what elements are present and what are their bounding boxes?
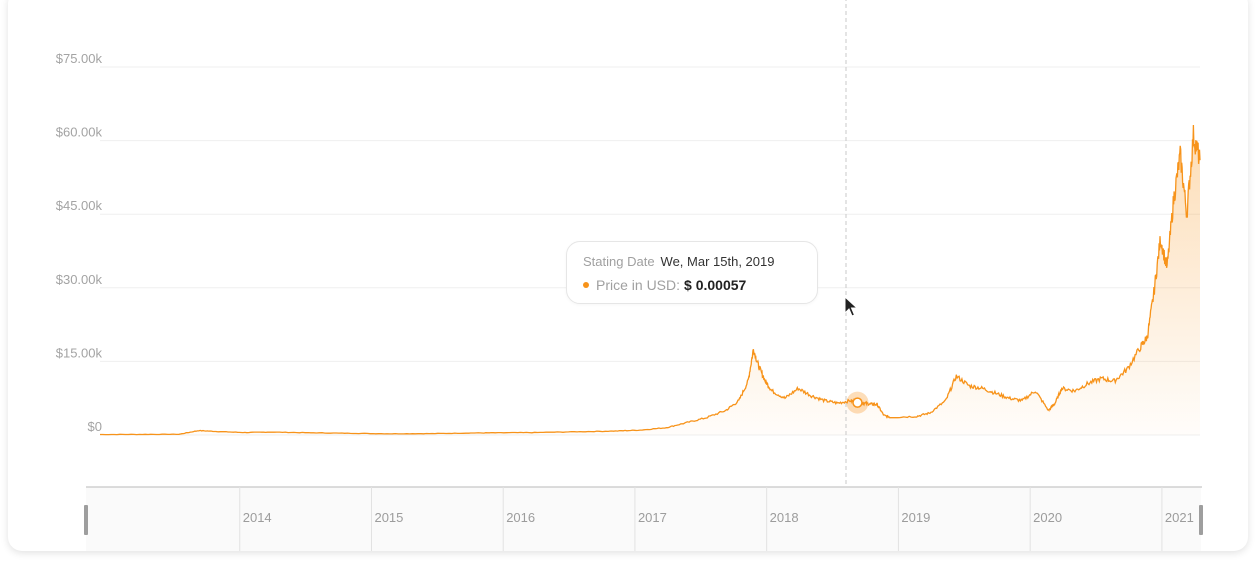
x-tick-label: 2018 [770, 510, 799, 525]
y-tick-label: $60.00k [56, 125, 103, 140]
x-axis-ticks: 2014 2015 2016 2017 2018 2019 2020 2021 [239, 487, 1194, 551]
x-tick-label: 2016 [506, 510, 535, 525]
x-tick-label: 2019 [901, 510, 930, 525]
x-tick-label: 2015 [374, 510, 403, 525]
mouse-pointer-icon [844, 296, 859, 317]
navigator-right-handle[interactable] [1199, 505, 1203, 535]
navigator-track[interactable] [86, 487, 1201, 551]
tooltip-date-label: Stating Date [583, 254, 655, 269]
series-dot-icon [583, 282, 589, 289]
price-area [100, 125, 1200, 435]
y-tick-label: $15.00k [56, 345, 103, 360]
tooltip-date-row: Stating Date We, Mar 15th, 2019 [583, 254, 801, 269]
navigator-left-handle[interactable] [84, 505, 88, 535]
tooltip-price-value: $ 0.00057 [684, 277, 747, 293]
highlight-point[interactable] [852, 397, 863, 408]
price-tooltip: Stating Date We, Mar 15th, 2019 Price in … [566, 241, 818, 304]
price-chart[interactable]: $75.00k $60.00k $45.00k $30.00k $15.00k $0 20… [8, 0, 1248, 551]
y-axis-ticks: $75.00k $60.00k $45.00k $30.00k $15.00k $0 [56, 51, 103, 434]
y-tick-label: $45.00k [56, 198, 103, 213]
x-tick-label: 2020 [1033, 510, 1062, 525]
tooltip-date-value: We, Mar 15th, 2019 [660, 254, 775, 269]
tooltip-price-label: Price in USD: [596, 277, 681, 293]
y-tick-label: $75.00k [56, 51, 103, 66]
tooltip-price-row: Price in USD: $ 0.00057 [583, 277, 801, 293]
y-tick-label: $0 [88, 419, 102, 434]
x-tick-label: 2014 [243, 510, 272, 525]
x-tick-label: 2017 [638, 510, 667, 525]
y-tick-label: $30.00k [56, 272, 103, 287]
x-tick-label: 2021 [1165, 510, 1194, 525]
chart-card: $75.00k $60.00k $45.00k $30.00k $15.00k $0 20… [8, 0, 1248, 551]
